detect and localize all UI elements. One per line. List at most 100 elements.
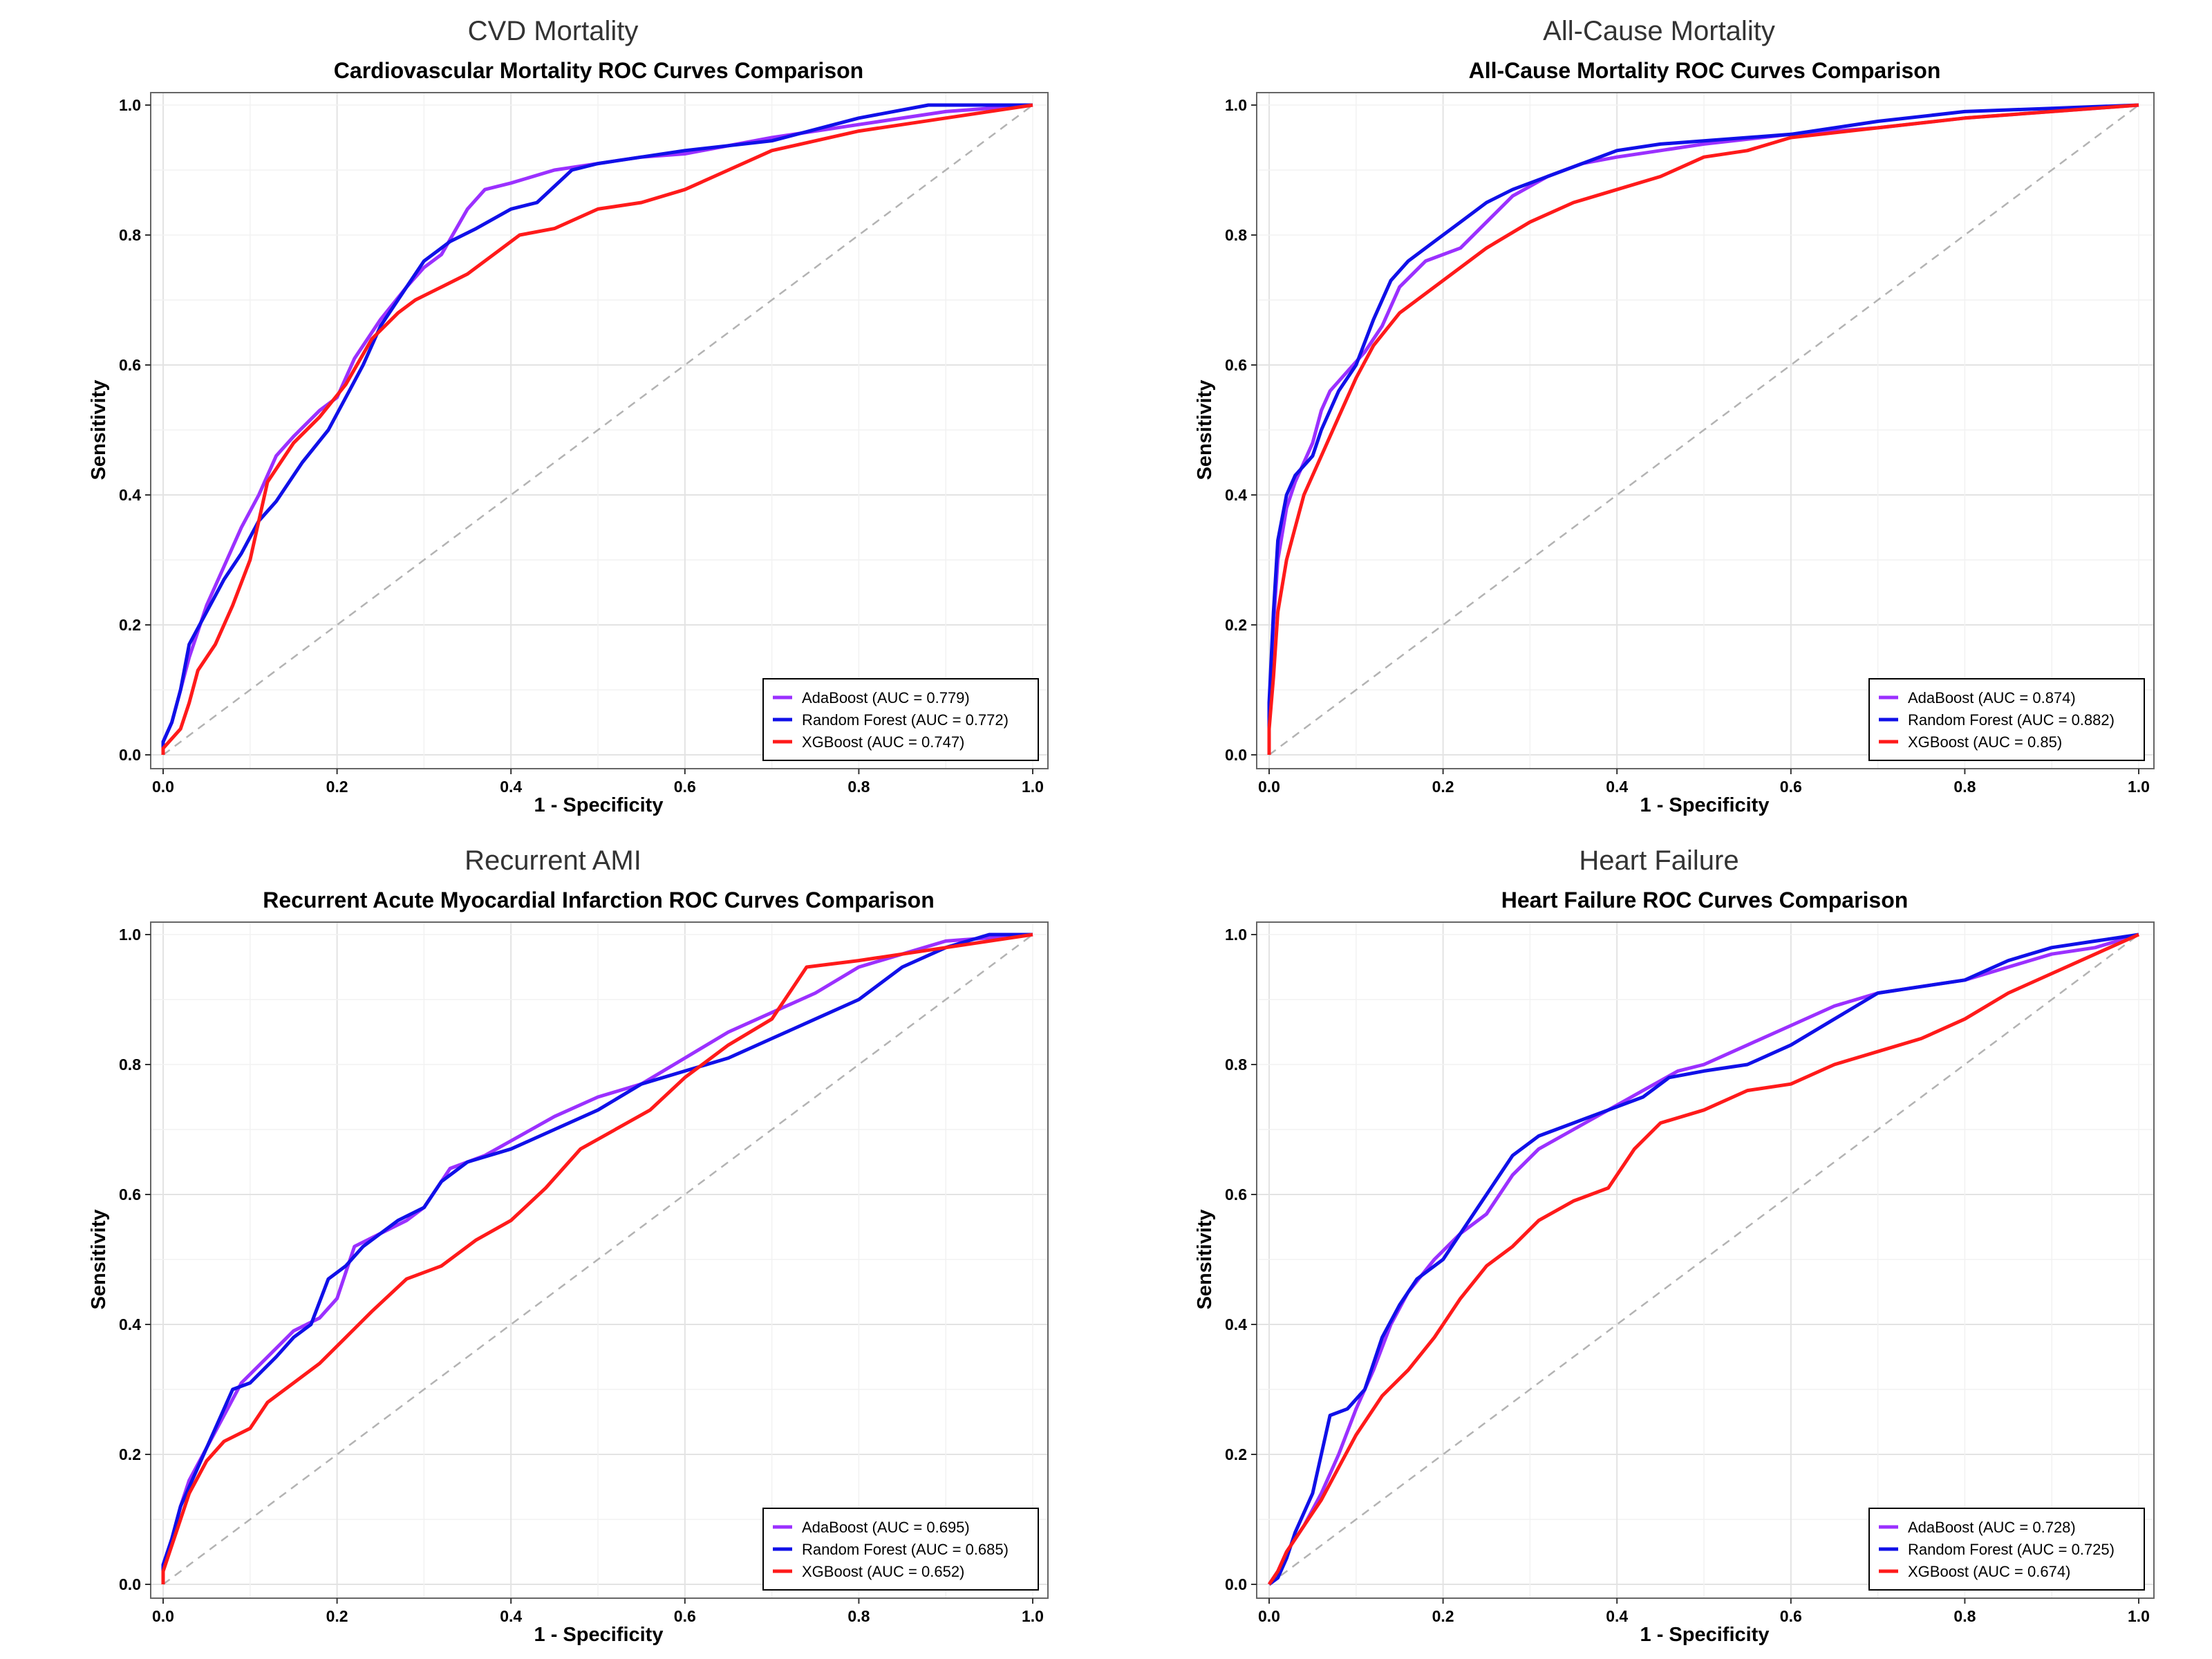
chart-panel-all-cause-mortality: All-Cause Mortality All-Cause Mortality R… — [1106, 0, 2212, 830]
x-axis-label: 1 - Specificity — [534, 794, 664, 816]
x-tick-label: 1.0 — [1022, 1607, 1044, 1625]
y-tick-label: 1.0 — [1225, 926, 1247, 944]
chart-suptitle: Recurrent AMI — [465, 845, 641, 876]
roc-curve-series-1 — [161, 932, 1033, 1584]
x-tick-label: 0.2 — [326, 778, 348, 796]
plot-border — [1256, 921, 2155, 1599]
x-tick-label: 0.0 — [152, 778, 174, 796]
legend: AdaBoost (AUC = 0.728) Random Forest (AUC… — [1868, 1508, 2145, 1591]
legend-entry-label: Random Forest (AUC = 0.882) — [1908, 711, 2115, 729]
x-tick-label: 0.6 — [674, 778, 696, 796]
chart-suptitle: Heart Failure — [1579, 845, 1738, 876]
x-tick-label: 0.4 — [500, 1607, 522, 1625]
y-tick-label: 0.2 — [119, 1445, 141, 1463]
x-axis-label: 1 - Specificity — [534, 1624, 664, 1646]
legend-entry-label: XGBoost (AUC = 0.747) — [802, 733, 964, 751]
x-tick-label: 0.2 — [326, 1607, 348, 1625]
y-tick-label: 0.8 — [1225, 226, 1247, 244]
x-tick-label: 0.0 — [152, 1607, 174, 1625]
x-tick-label: 0.8 — [847, 1607, 870, 1625]
y-axis-label: Sensitivity — [1194, 379, 1216, 480]
roc-chart-heart-failure: Heart Failure Heart Failure ROC Curves Co… — [1194, 845, 2155, 1646]
chart-panel-heart-failure: Heart Failure Heart Failure ROC Curves Co… — [1106, 830, 2212, 1659]
y-tick-label: 0.0 — [119, 1575, 141, 1593]
legend: AdaBoost (AUC = 0.874) Random Forest (AUC… — [1868, 678, 2145, 761]
x-axis-label: 1 - Specificity — [1640, 794, 1770, 816]
y-tick-label: 0.4 — [1225, 486, 1247, 504]
roc-curve-series-2 — [161, 932, 1033, 1584]
y-tick-label: 0.0 — [119, 746, 141, 764]
x-tick-label: 0.4 — [500, 778, 522, 796]
legend-box — [1868, 678, 2145, 761]
y-tick-label: 0.2 — [1225, 1445, 1247, 1463]
chance-diagonal-line — [162, 104, 1033, 756]
plot-border — [1256, 92, 2155, 769]
plot-border — [150, 92, 1049, 769]
y-tick-label: 1.0 — [1225, 96, 1247, 114]
grid — [1257, 922, 2154, 1598]
x-tick-label: 0.6 — [1780, 1607, 1802, 1625]
chart-suptitle: CVD Mortality — [468, 16, 639, 46]
x-axis-label: 1 - Specificity — [1640, 1624, 1770, 1646]
x-tick-label: 1.0 — [1022, 778, 1044, 796]
x-tick-label: 0.8 — [1953, 1607, 1976, 1625]
legend-box — [762, 678, 1039, 761]
y-axis-label: Sensitivity — [88, 1209, 110, 1309]
roc-chart-cvd-mortality: CVD Mortality Cardiovascular Mortality RO… — [88, 16, 1049, 816]
roc-chart-all-cause-mortality: All-Cause Mortality All-Cause Mortality R… — [1194, 16, 2155, 816]
legend-entry-label: AdaBoost (AUC = 0.695) — [802, 1519, 970, 1536]
y-tick-label: 1.0 — [119, 926, 141, 944]
chance-diagonal-line — [1268, 933, 2139, 1586]
x-tick-label: 0.4 — [1606, 1607, 1628, 1625]
y-tick-label: 0.0 — [1225, 746, 1247, 764]
x-tick-label: 0.6 — [674, 1607, 696, 1625]
chart-suptitle: All-Cause Mortality — [1543, 16, 1775, 46]
chart-title: Heart Failure ROC Curves Comparison — [1501, 888, 1909, 912]
y-axis-label: Sensitivity — [88, 379, 110, 480]
roc-curve-series-1 — [1267, 103, 2139, 755]
chart-title: Recurrent Acute Myocardial Infarction RO… — [263, 888, 934, 912]
x-tick-label: 1.0 — [2128, 1607, 2150, 1625]
roc-curve-series-2 — [1267, 103, 2139, 755]
y-tick-label: 0.4 — [1225, 1315, 1247, 1333]
legend-entry-label: AdaBoost (AUC = 0.874) — [1908, 689, 2076, 706]
x-tick-label: 0.8 — [1953, 778, 1976, 796]
legend-entry-label: XGBoost (AUC = 0.674) — [1908, 1563, 2070, 1580]
x-tick-label: 0.2 — [1432, 778, 1454, 796]
chart-panel-cvd-mortality: CVD Mortality Cardiovascular Mortality RO… — [0, 0, 1106, 830]
roc-chart-recurrent-ami: Recurrent AMI Recurrent Acute Myocardial … — [88, 845, 1049, 1646]
y-tick-label: 0.4 — [119, 486, 141, 504]
y-tick-label: 0.8 — [119, 226, 141, 244]
x-tick-label: 0.2 — [1432, 1607, 1454, 1625]
y-tick-label: 0.6 — [1225, 356, 1247, 374]
y-tick-label: 0.6 — [119, 1185, 141, 1203]
y-axis-label: Sensitivity — [1194, 1209, 1216, 1309]
chance-diagonal-line — [162, 933, 1033, 1586]
roc-curve-series-1 — [161, 103, 1033, 755]
legend-entry-label: Random Forest (AUC = 0.725) — [1908, 1541, 2115, 1558]
y-tick-label: 0.0 — [1225, 1575, 1247, 1593]
chance-diagonal-line — [1268, 104, 2139, 756]
legend-entry-label: Random Forest (AUC = 0.772) — [802, 711, 1009, 729]
roc-curve-series-2 — [161, 103, 1033, 755]
legend-entry-label: XGBoost (AUC = 0.652) — [802, 1563, 964, 1580]
chart-title: All-Cause Mortality ROC Curves Compariso… — [1469, 58, 1941, 83]
legend-box — [762, 1508, 1039, 1591]
x-tick-label: 0.0 — [1258, 778, 1280, 796]
legend: AdaBoost (AUC = 0.779) Random Forest (AUC… — [762, 678, 1039, 761]
x-tick-label: 0.0 — [1258, 1607, 1280, 1625]
chart-panel-recurrent-ami: Recurrent AMI Recurrent Acute Myocardial … — [0, 830, 1106, 1659]
roc-curve-series-2 — [1267, 932, 2140, 1586]
y-tick-label: 0.6 — [1225, 1185, 1247, 1203]
y-tick-label: 0.4 — [119, 1315, 141, 1333]
y-tick-label: 0.2 — [119, 616, 141, 634]
legend-entry-label: XGBoost (AUC = 0.85) — [1908, 733, 2062, 751]
y-tick-label: 0.6 — [119, 356, 141, 374]
legend-entry-label: AdaBoost (AUC = 0.728) — [1908, 1519, 2076, 1536]
legend: AdaBoost (AUC = 0.695) Random Forest (AUC… — [762, 1508, 1039, 1591]
x-tick-label: 0.8 — [847, 778, 870, 796]
y-tick-label: 1.0 — [119, 96, 141, 114]
x-tick-label: 0.4 — [1606, 778, 1628, 796]
plot-border — [150, 921, 1049, 1599]
x-tick-label: 0.6 — [1780, 778, 1802, 796]
